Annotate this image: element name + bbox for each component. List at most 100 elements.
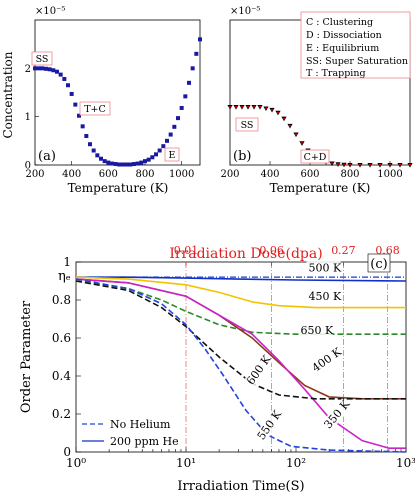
panel-a-point [110,161,114,166]
panel-b-point-red [388,164,392,167]
panel-a-point [91,148,96,153]
panel-b-point-red [358,164,362,167]
panel-a-xtick-label: 1000 [169,169,194,180]
panel-a-point [161,144,166,149]
panel-a-point [69,91,74,96]
panel-a-point [95,153,100,158]
panel-a-point [73,102,78,107]
panel-c-temp-label: 450 K [309,290,342,303]
panel-a-point [146,157,151,162]
panel-b-point-red [330,162,334,165]
panel-c-ticks: 10⁰ 10¹ 10² 10³ 0 0.2 0.4 0.6 0.8 1 [52,255,415,470]
panel-b-legend-box [300,11,411,79]
panel-c-xtick-label: 10³ [396,456,415,470]
panel-a-e-box [164,147,180,162]
panel-b-point-red [258,106,262,109]
panel-a-point [33,66,37,71]
panel-b-point-red [342,163,346,167]
panel-b-point-red [252,106,256,109]
panel-c-label-box [367,253,391,273]
panel-c-series-line-5 [75,278,406,450]
panel-a-point [165,138,169,143]
panel-a-ylabel: Concentration [1,51,15,138]
panel-a-xtick-label: 600 [99,169,118,180]
panel-c-ytick-label: 0.4 [52,369,71,383]
panel-c-xlabel: Irradiation Time(S) [177,479,304,494]
panel-b-xlabel: Temperature (K) [270,181,371,195]
panel-b-xtick-label: 200 [220,169,239,180]
panel-c-series-line-1 [76,276,407,282]
panel-a-point [77,113,81,118]
panel-c-series-line-4 [75,278,406,400]
panel-a-point [102,159,107,164]
panel-a-ss-box [31,51,53,66]
panel-a-point [190,66,195,71]
panel-b-point-red [240,106,244,109]
panel-a-point [58,72,63,77]
panel-a-point [55,69,59,74]
panel-c-series-line-2 [75,276,406,309]
panel-a-point [66,83,70,88]
panel-a-tc-box [79,101,111,116]
panel-a-tc-label: T+C [84,104,106,115]
panel-c-top-tick-label: 0.27 [331,244,356,257]
panel-a-point [172,124,177,129]
panel-c-ytick-label: 0.6 [52,331,71,345]
panel-a-point [183,94,188,99]
panel-b-legend-ss: SS: Super Saturation [306,56,408,67]
panel-a-point [124,162,129,167]
panel-a-point [187,80,191,85]
panel-a-xtick-label: 400 [62,169,81,180]
panel-a-point [121,162,125,167]
panel-b-ss-label: SS [241,120,254,131]
panel-a-ss-label: SS [36,54,49,65]
panel-c-series [75,276,407,453]
panel-c-temp-label-bg [307,345,344,376]
panel-b-point-red [282,117,286,120]
panel-a-ytick-label: 0 [25,161,31,172]
panel-b-point-red [378,164,382,167]
panel-a-point [179,105,184,110]
panel-c-xtick-label: 10¹ [176,456,196,470]
panel-b-point-red [294,133,298,136]
panel-a-xtick-label: 800 [135,169,154,180]
panel-c-temp-label-bg [320,398,352,433]
panel-b-point-red [264,107,268,110]
panel-c-label: (c) [370,257,387,272]
panel-a-point [80,124,85,129]
panel-c-legend: No Helium 200 ppm He [82,418,179,448]
panel-a-point [99,156,103,161]
panel-a-xtick-label: 200 [25,169,44,180]
panel-b-label: (b) [233,149,251,164]
panel-a-yscale: ×10⁻⁵ [35,6,65,17]
panel-b-point-red [270,108,274,112]
panel-b-point-red [408,164,412,167]
panel-c-temp-label: 600 K [244,352,274,387]
panel-b-xtick-label: 1000 [377,169,402,180]
panel-a-point [113,162,118,167]
panel-c-top-axis-label: Irradiation Dose(dpa) [169,246,322,262]
panel-c-temp-label-bg [306,261,341,275]
panel-a-point [36,66,41,71]
panel-b-legend-c: C : Clustering [306,17,373,28]
panel-c-xtick-label: 10⁰ [66,456,86,470]
panel-a-xlabel: Temperature (K) [68,181,169,195]
panel-c-dose-lines: 0.01 0.06 0.27 0.68 [174,244,400,452]
panel-a-point [117,162,122,167]
panel-b-point-red [276,111,280,115]
panel-a-ytick-label: 1 [25,112,31,123]
panel-c-temp-label-bg [253,408,284,444]
panel-a-point [143,159,147,164]
panel-a-frame [34,19,201,166]
legend-no-helium-label: No Helium [110,418,171,431]
panel-a-point [135,161,140,166]
panel-c-frame [75,261,407,453]
panel-c-ytick-label: 0.2 [52,407,71,421]
panel-a-point [198,37,202,42]
panel-b-point-red [368,164,372,167]
panel-a-point [150,155,155,160]
panel-c-ylabel: Order Parameter [19,300,34,413]
panel-c-top-tick-label: 0.01 [174,244,199,257]
panel-c-ytick-label: 0.8 [52,293,71,307]
